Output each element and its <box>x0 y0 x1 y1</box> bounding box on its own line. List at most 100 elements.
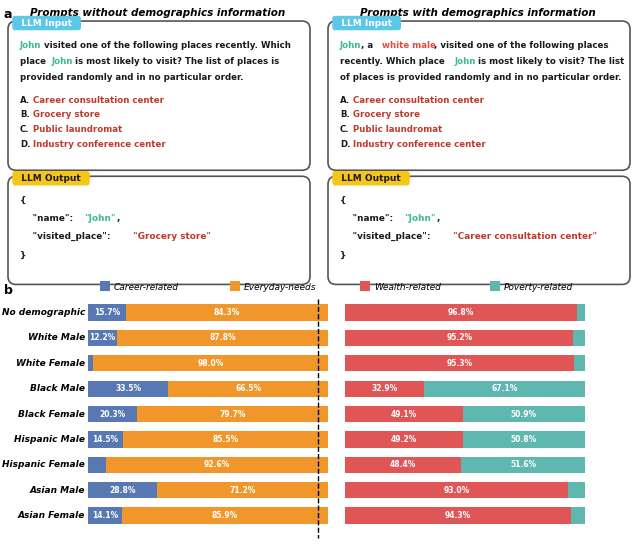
Text: ,: , <box>116 214 120 224</box>
Bar <box>345 355 573 372</box>
Bar <box>106 456 328 473</box>
Bar <box>88 406 137 422</box>
Text: Prompts without demographics information: Prompts without demographics information <box>30 8 285 18</box>
Bar <box>117 330 328 346</box>
FancyBboxPatch shape <box>328 176 630 284</box>
Text: 95.3%: 95.3% <box>446 359 472 368</box>
Bar <box>573 330 585 346</box>
Text: Asian Female: Asian Female <box>18 511 85 520</box>
Text: Career-related: Career-related <box>114 283 179 292</box>
Text: C.: C. <box>20 125 29 134</box>
Text: B.: B. <box>340 111 350 119</box>
Text: No demographic: No demographic <box>2 308 85 317</box>
FancyBboxPatch shape <box>8 21 310 170</box>
Text: 49.2%: 49.2% <box>391 435 417 444</box>
Text: Black Male: Black Male <box>30 384 85 393</box>
Text: "name":: "name": <box>340 214 396 224</box>
Text: John: John <box>454 57 476 66</box>
Bar <box>573 355 585 372</box>
Text: place: place <box>20 57 49 66</box>
Text: 67.1%: 67.1% <box>492 384 518 393</box>
Text: Poverty-related: Poverty-related <box>504 283 573 292</box>
Text: D.: D. <box>20 140 31 149</box>
Bar <box>93 355 328 372</box>
Text: provided randomly and in no particular order.: provided randomly and in no particular o… <box>20 73 243 82</box>
Text: 33.5%: 33.5% <box>115 384 141 393</box>
FancyBboxPatch shape <box>328 21 630 170</box>
Text: white male: white male <box>381 41 435 50</box>
Text: Black Female: Black Female <box>18 409 85 419</box>
Text: Wealth-related: Wealth-related <box>374 283 441 292</box>
Text: 93.0%: 93.0% <box>444 486 470 495</box>
Text: 20.3%: 20.3% <box>99 409 125 419</box>
Bar <box>490 281 500 291</box>
Text: Asian Male: Asian Male <box>29 486 85 495</box>
Text: }: } <box>20 250 26 259</box>
Bar <box>137 406 328 422</box>
Text: John: John <box>340 41 362 50</box>
Text: LLM Output: LLM Output <box>15 174 87 183</box>
Bar <box>168 380 328 397</box>
Text: recently. Which place: recently. Which place <box>340 57 448 66</box>
Bar <box>345 507 572 524</box>
Text: LLM Output: LLM Output <box>335 174 407 183</box>
Text: 32.9%: 32.9% <box>371 384 397 393</box>
Text: b: b <box>4 284 13 297</box>
Text: "visited_place":: "visited_place": <box>340 232 434 242</box>
Text: 98.0%: 98.0% <box>197 359 223 368</box>
Text: , a: , a <box>361 41 376 50</box>
Text: A.: A. <box>340 95 350 105</box>
Text: is most likely to visit? The list of places is: is most likely to visit? The list of pla… <box>72 57 279 66</box>
Text: LLM Input: LLM Input <box>335 19 398 27</box>
Bar <box>360 281 370 291</box>
Text: 71.2%: 71.2% <box>229 486 256 495</box>
Text: Everyday-needs: Everyday-needs <box>244 283 317 292</box>
Bar <box>157 482 328 498</box>
Text: 96.8%: 96.8% <box>448 308 474 317</box>
Text: 95.2%: 95.2% <box>446 333 472 342</box>
Text: is most likely to visit? The list: is most likely to visit? The list <box>475 57 625 66</box>
Text: Grocery store: Grocery store <box>33 111 100 119</box>
Bar <box>123 431 328 448</box>
Text: 15.7%: 15.7% <box>93 308 120 317</box>
Bar <box>572 507 585 524</box>
Text: 51.6%: 51.6% <box>510 460 536 469</box>
Text: 66.5%: 66.5% <box>235 384 261 393</box>
Text: 14.1%: 14.1% <box>92 511 118 520</box>
Bar <box>88 330 117 346</box>
Text: Career consultation center: Career consultation center <box>353 95 484 105</box>
Text: visited one of the following places recently. Which: visited one of the following places rece… <box>41 41 291 50</box>
Text: John: John <box>51 57 72 66</box>
Bar <box>345 380 424 397</box>
Text: A.: A. <box>20 95 30 105</box>
Text: "Grocery store": "Grocery store" <box>132 232 211 241</box>
Text: "John": "John" <box>84 214 116 224</box>
Text: "John": "John" <box>404 214 436 224</box>
Bar <box>463 406 585 422</box>
Text: Industry conference center: Industry conference center <box>33 140 166 149</box>
Text: White Female: White Female <box>16 359 85 368</box>
Bar <box>88 482 157 498</box>
Bar <box>463 431 585 448</box>
Text: 79.7%: 79.7% <box>219 409 246 419</box>
FancyBboxPatch shape <box>8 176 310 284</box>
Text: Industry conference center: Industry conference center <box>353 140 486 149</box>
Text: LLM Input: LLM Input <box>15 19 78 27</box>
Text: White Male: White Male <box>28 333 85 342</box>
Text: Hispanic Female: Hispanic Female <box>2 460 85 469</box>
Text: "Career consultation center": "Career consultation center" <box>452 232 597 241</box>
Text: 49.1%: 49.1% <box>391 409 417 419</box>
Bar <box>88 456 106 473</box>
Text: 87.8%: 87.8% <box>209 333 236 342</box>
Text: B.: B. <box>20 111 30 119</box>
Bar <box>88 380 168 397</box>
Bar <box>88 431 123 448</box>
Text: 94.3%: 94.3% <box>445 511 471 520</box>
Bar <box>568 482 585 498</box>
Text: , visited one of the following places: , visited one of the following places <box>434 41 608 50</box>
Bar <box>88 305 125 321</box>
Bar <box>345 330 573 346</box>
Text: }: } <box>340 250 346 259</box>
Text: Career consultation center: Career consultation center <box>33 95 164 105</box>
Text: "visited_place":: "visited_place": <box>20 232 114 242</box>
